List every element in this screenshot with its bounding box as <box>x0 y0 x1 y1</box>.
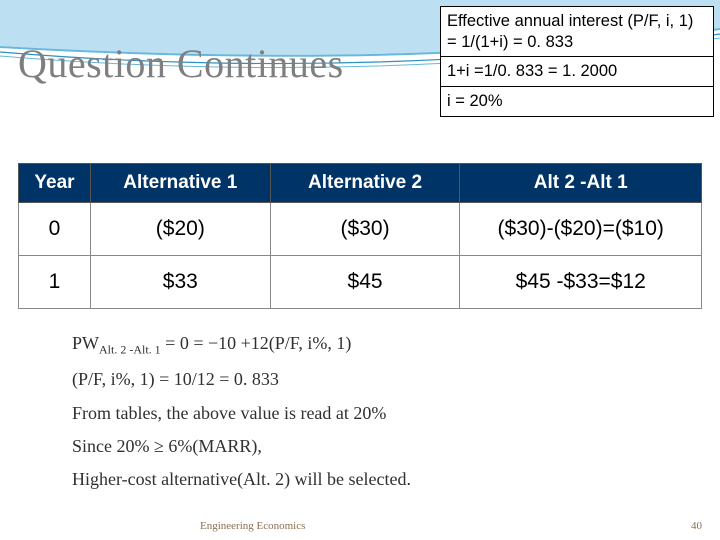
table-header-row: Year Alternative 1 Alternative 2 Alt 2 -… <box>19 164 702 203</box>
table-row: 1 $33 $45 $45 -$33=$12 <box>19 256 702 309</box>
cell-diff: ($30)-($20)=($10) <box>460 203 702 256</box>
cell-alt1: $33 <box>90 256 270 309</box>
interest-callout: Effective annual interest (P/F, i, 1) = … <box>440 6 714 117</box>
formula-5: Higher-cost alternative(Alt. 2) will be … <box>72 468 632 491</box>
formula-1-pre: PW <box>72 333 99 353</box>
cell-year: 0 <box>19 203 91 256</box>
formula-block: PWAlt. 2 -Alt. 1 = 0 = −10 +12(P/F, i%, … <box>72 332 632 502</box>
formula-1-post: = 0 = −10 +12(P/F, i%, 1) <box>161 333 352 353</box>
cell-diff: $45 -$33=$12 <box>460 256 702 309</box>
slide-title-area: Question Continues <box>18 40 438 87</box>
slide-title: Question Continues <box>18 40 438 87</box>
cell-alt1: ($20) <box>90 203 270 256</box>
formula-4: Since 20% ≥ 6%(MARR), <box>72 435 632 458</box>
callout-line-2: 1+i =1/0. 833 = 1. 2000 <box>441 57 713 87</box>
cell-alt2: $45 <box>270 256 460 309</box>
table-row: 0 ($20) ($30) ($30)-($20)=($10) <box>19 203 702 256</box>
formula-1-sub: Alt. 2 -Alt. 1 <box>99 343 161 357</box>
formula-1: PWAlt. 2 -Alt. 1 = 0 = −10 +12(P/F, i%, … <box>72 332 632 358</box>
callout-line-3: i = 20% <box>441 87 713 116</box>
col-header-alt1: Alternative 1 <box>90 164 270 203</box>
cell-year: 1 <box>19 256 91 309</box>
cell-alt2: ($30) <box>270 203 460 256</box>
col-header-diff: Alt 2 -Alt 1 <box>460 164 702 203</box>
col-header-alt2: Alternative 2 <box>270 164 460 203</box>
footer-course-name: Engineering Economics <box>200 520 305 532</box>
formula-2: (P/F, i%, 1) = 10/12 = 0. 833 <box>72 368 632 391</box>
formula-3: From tables, the above value is read at … <box>72 402 632 425</box>
footer-page-number: 40 <box>691 520 702 532</box>
col-header-year: Year <box>19 164 91 203</box>
callout-line-1: Effective annual interest (P/F, i, 1) = … <box>441 7 713 57</box>
alternatives-table: Year Alternative 1 Alternative 2 Alt 2 -… <box>18 163 702 309</box>
